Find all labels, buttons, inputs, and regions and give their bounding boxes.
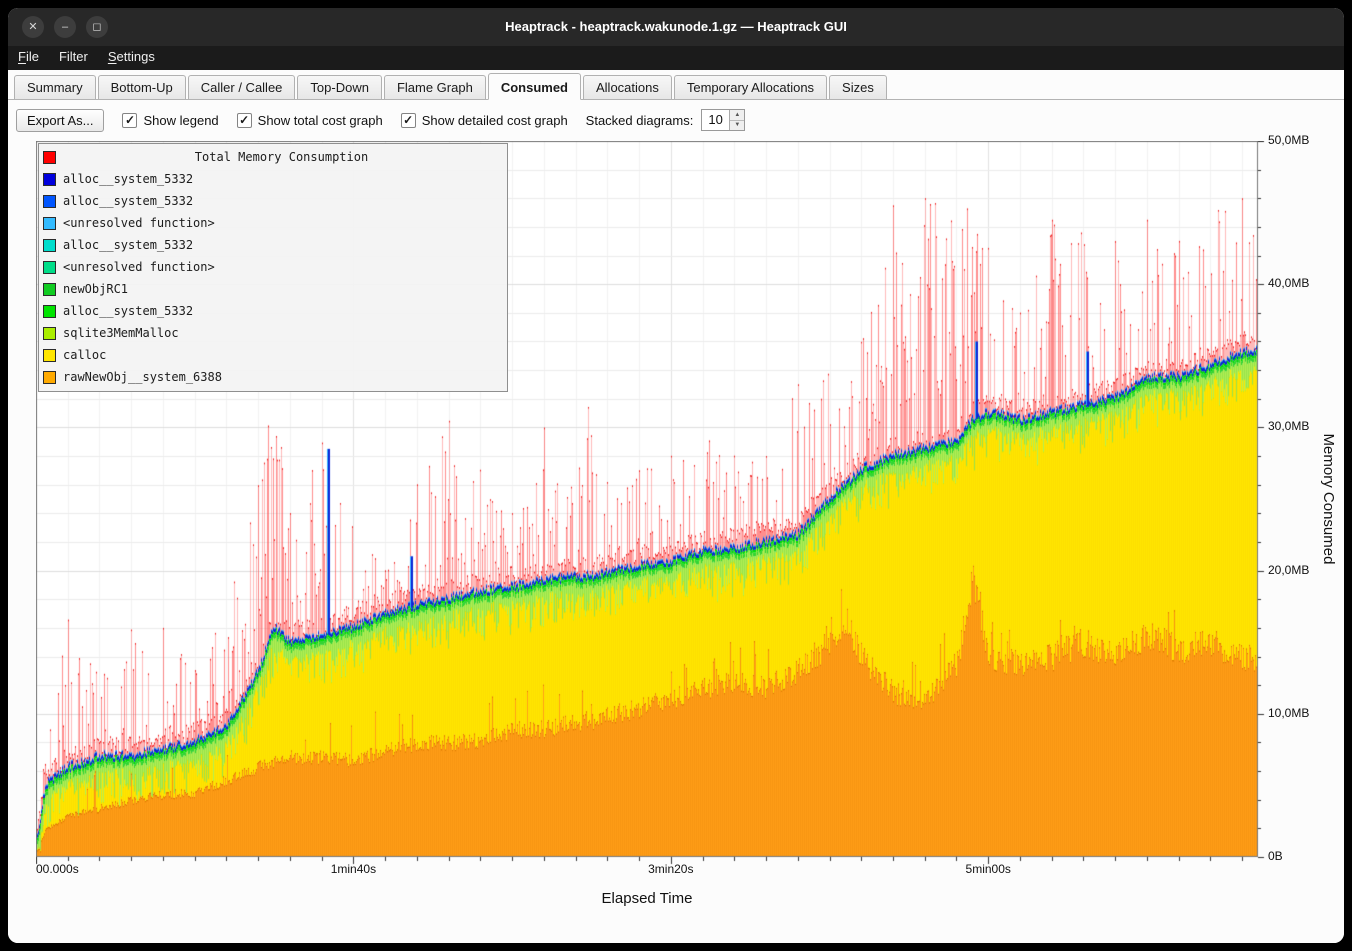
x-axis-title: Elapsed Time — [601, 890, 693, 907]
maximize-icon: ◻ — [92, 21, 102, 33]
legend-item: alloc__system_5332 — [39, 300, 507, 322]
y-axis-tick-label: 40,0MB — [1268, 276, 1310, 291]
tab-allocations[interactable]: Allocations — [583, 75, 672, 99]
maximize-button[interactable]: ◻ — [86, 16, 108, 38]
legend-swatch — [43, 194, 56, 208]
window-title: Heaptrack - heaptrack.wakunode.1.gz — He… — [505, 19, 847, 34]
legend-label: newObjRC1 — [63, 282, 129, 296]
legend-item: <unresolved function> — [39, 256, 507, 278]
legend-swatch — [43, 238, 56, 252]
tab-consumed[interactable]: Consumed — [487, 73, 581, 100]
spinbox-down-button[interactable]: ▼ — [730, 120, 745, 130]
arrow-down-icon: ▼ — [734, 122, 741, 129]
toolbar: Export As... ✓ Show legend ✓ Show total cos… — [16, 106, 746, 134]
checkbox-box[interactable]: ✓ — [400, 112, 416, 128]
y-axis-tick-label: 10,0MB — [1268, 705, 1310, 720]
legend-swatch — [43, 370, 56, 384]
x-axis-tick-label: 1min40s — [330, 862, 377, 876]
checkbox-box[interactable]: ✓ — [122, 112, 138, 128]
export-as-button[interactable]: Export As... — [16, 108, 105, 132]
legend-swatch — [43, 304, 56, 318]
checkbox-label: Show detailed cost graph — [421, 112, 568, 128]
legend-swatch — [43, 216, 56, 230]
legend-item: alloc__system_5332 — [39, 168, 507, 190]
legend-swatch — [43, 150, 56, 164]
minimize-button[interactable]: – — [54, 16, 76, 38]
spinbox-up-button[interactable]: ▲ — [730, 110, 745, 121]
legend-label: calloc — [63, 348, 107, 362]
legend-item: rawNewObj__system_6388 — [39, 366, 507, 388]
main-content: Summary Bottom-Up Caller / Callee Top-Down F… — [8, 70, 1344, 943]
legend-item: calloc — [39, 344, 507, 366]
arrow-up-icon: ▲ — [734, 111, 741, 118]
legend-item: alloc__system_5332 — [39, 190, 507, 212]
spinbox-value: 10 — [708, 112, 723, 127]
legend-item: newObjRC1 — [39, 278, 507, 300]
chart-legend: Total Memory Consumption alloc__system_53… — [38, 143, 508, 392]
close-button[interactable]: ✕ — [22, 16, 44, 38]
legend-swatch — [43, 260, 56, 274]
legend-swatch — [43, 326, 56, 340]
checkbox-show-total-cost-graph[interactable]: ✓ Show total cost graph — [236, 112, 383, 128]
tab-summary[interactable]: Summary — [14, 75, 96, 99]
checkbox-group: ✓ Show legend ✓ Show total cost graph ✓ Show … — [122, 112, 568, 128]
legend-label: sqlite3MemMalloc — [63, 326, 179, 340]
y-axis-tick-label: 30,0MB — [1268, 419, 1310, 434]
legend-swatch — [43, 348, 56, 362]
legend-item: <unresolved function> — [39, 212, 507, 234]
menubar: File Filter Settings — [8, 46, 1344, 70]
legend-label: <unresolved function> — [63, 216, 215, 230]
legend-title-row: Total Memory Consumption — [39, 146, 507, 168]
heaptrack-window: ✕ – ◻ Heaptrack - heaptrack.wakunode.1.g… — [8, 8, 1344, 943]
tab-temporary-allocations[interactable]: Temporary Allocations — [673, 75, 828, 99]
legend-item: sqlite3MemMalloc — [39, 322, 507, 344]
chart-region: Total Memory Consumption alloc__system_53… — [8, 70, 1344, 943]
titlebar[interactable]: ✕ – ◻ Heaptrack - heaptrack.wakunode.1.g… — [8, 8, 1344, 46]
checkbox-label: Show legend — [143, 112, 219, 128]
tab-flame-graph[interactable]: Flame Graph — [383, 75, 486, 99]
legend-label: alloc__system_5332 — [63, 172, 194, 186]
checkbox-box[interactable]: ✓ — [236, 112, 252, 128]
stacked-diagrams-spinbox[interactable]: 10 ▲ ▼ — [701, 109, 746, 131]
menu-file[interactable]: File — [18, 49, 39, 64]
checkbox-label: Show total cost graph — [257, 112, 383, 128]
x-axis-tick-label: 00.000s — [36, 862, 79, 876]
close-icon: ✕ — [28, 21, 38, 33]
tab-caller-callee[interactable]: Caller / Callee — [187, 75, 296, 99]
legend-swatch — [43, 172, 56, 186]
window-controls: ✕ – ◻ — [22, 16, 108, 38]
legend-item: alloc__system_5332 — [39, 234, 507, 256]
stacked-diagrams-label: Stacked diagrams: — [585, 112, 694, 128]
y-axis-title: Memory Consumed — [1320, 433, 1337, 565]
legend-label: alloc__system_5332 — [63, 194, 194, 208]
y-axis-tick-label: 20,0MB — [1268, 562, 1310, 577]
y-axis-tick-label: 50,0MB — [1268, 133, 1310, 147]
tab-top-down[interactable]: Top-Down — [297, 75, 382, 99]
legend-swatch — [43, 282, 56, 296]
legend-label: <unresolved function> — [63, 260, 215, 274]
menu-settings[interactable]: Settings — [107, 49, 155, 64]
tab-bar: Summary Bottom-Up Caller / Callee Top-Down F… — [8, 73, 1344, 100]
legend-label: alloc__system_5332 — [63, 238, 194, 252]
legend-label: alloc__system_5332 — [63, 304, 194, 318]
y-axis-tick-label: 0B — [1268, 849, 1283, 863]
menu-filter[interactable]: Filter — [58, 49, 88, 64]
minimize-icon: – — [61, 21, 69, 33]
legend-label: rawNewObj__system_6388 — [63, 370, 222, 384]
spinbox-buttons: ▲ ▼ — [729, 110, 745, 130]
tab-bottom-up[interactable]: Bottom-Up — [97, 75, 186, 99]
legend-label: Total Memory Consumption — [194, 150, 369, 164]
tab-sizes[interactable]: Sizes — [829, 75, 887, 99]
checkbox-show-detailed-cost-graph[interactable]: ✓ Show detailed cost graph — [400, 112, 568, 128]
x-axis-tick-label: 3min20s — [648, 862, 694, 876]
x-axis-tick-label: 5min00s — [965, 862, 1011, 876]
checkbox-show-legend[interactable]: ✓ Show legend — [122, 112, 219, 128]
